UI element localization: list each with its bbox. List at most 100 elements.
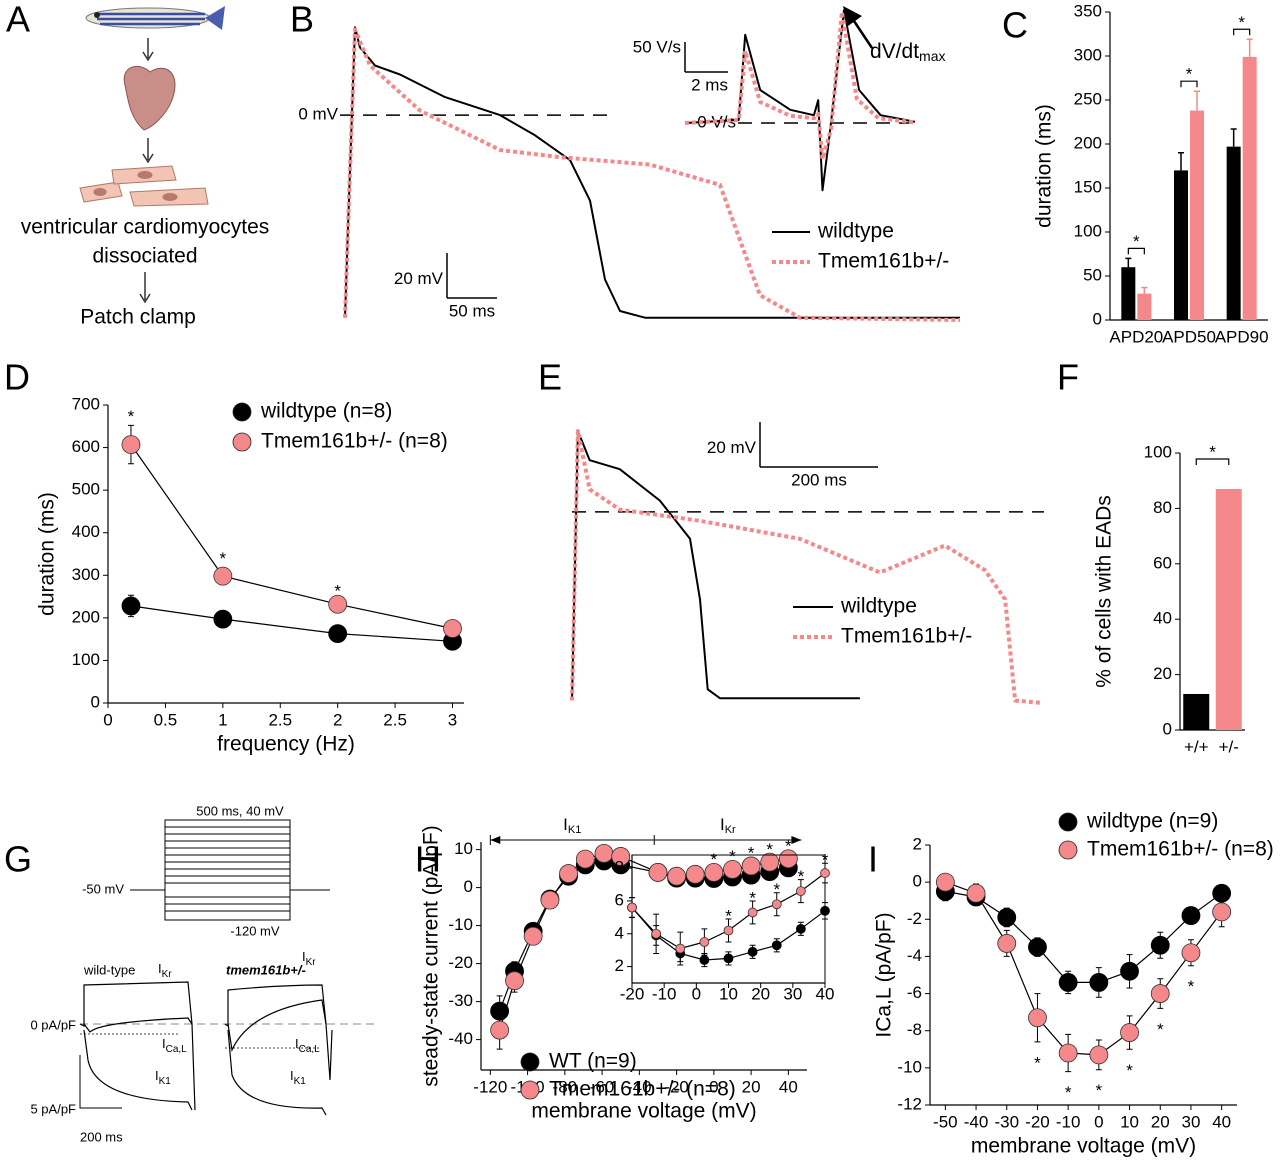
x-tick-label: APD20 [1109,327,1163,346]
trace-line [343,27,961,322]
scale-label: 200 ms [80,1129,123,1144]
data-point [1150,984,1170,1003]
data-point [699,937,710,947]
trace-label: tmem161b+/- [226,962,306,977]
region-label-sub: Kr [725,824,736,836]
panel-letter: F [1057,357,1079,398]
arrow [139,272,151,304]
data-point [723,925,734,936]
scale-label: 5 pA/pF [30,1101,76,1116]
x-tick-label: -20 [1025,1112,1050,1131]
x-axis-label: membrane voltage (mV) [971,1135,1196,1158]
data-point [213,609,233,629]
y-tick-label: 0 [1093,309,1102,328]
region-label-text: I [720,815,725,834]
legend-marker [232,402,252,422]
significance-label: * [1126,1061,1133,1080]
data-point [594,844,614,863]
data-point [795,923,806,934]
legend-marker [520,1052,540,1072]
y-tick-label: 0 [91,692,100,711]
x-tick-label: 2 [333,710,342,729]
region-label-text: I [563,815,568,834]
y-tick-label: -10 [897,1057,922,1076]
y-tick-label: 10 [454,839,473,858]
legend-label: WT (n=9) [549,1050,637,1073]
significance-bracket [1195,458,1230,466]
scale-label: 20 mV [707,438,757,457]
data-point [820,905,830,916]
y-tick-label: 20 [1153,664,1172,683]
y-tick-label: 100 [1144,442,1172,461]
data-point [699,955,710,965]
arrowhead [490,836,501,844]
arrow [142,138,154,164]
error-bar [1230,128,1237,147]
significance-label: * [1209,442,1216,461]
significance-bracket [1233,28,1251,36]
data-point [741,856,761,876]
y-tick-label: 600 [72,437,100,456]
x-tick-label: -40 [627,1077,652,1096]
significance-label: * [711,850,718,869]
significance-bracket [1180,80,1198,88]
data-point [213,566,233,586]
x-tick-label: 2.5 [268,710,292,729]
significance-label: * [1157,1020,1164,1039]
trace-line [684,10,916,161]
data-point [523,926,543,946]
data-point [667,866,686,886]
y-tick-label: 50 [1083,265,1102,284]
significance-label: * [128,407,135,426]
x-tick-label: -80 [553,1077,578,1096]
current-label: IK1 [290,1068,306,1086]
bar [1242,56,1257,320]
data-point [121,435,141,454]
data-point [997,908,1017,927]
y-tick-label: 400 [72,522,100,541]
y-tick-label: 40 [1153,609,1172,628]
scale-label: 50 V/s [633,37,681,56]
data-point [1212,902,1232,922]
y-tick-label: -6 [907,983,922,1002]
legend-marker [1058,812,1078,832]
y-axis-label: ICa,L (pA/pF) [873,912,896,1037]
data-point [648,863,668,882]
x-tick-label: 40 [1212,1112,1231,1131]
x-axis-label: membrane voltage (mV) [531,1100,756,1123]
significance-label: * [822,851,829,870]
data-point [328,624,348,644]
panel-letter: A [6,0,30,40]
data-point [1089,1045,1109,1065]
current-label: IK1 [155,1068,171,1086]
y-tick-label: 300 [1074,45,1102,64]
data-point [559,864,578,883]
x-tick-label: 2.5 [383,710,407,729]
x-tick-label: 0.5 [154,710,178,729]
y-tick-label: 2 [615,956,624,975]
data-point [1181,906,1201,925]
data-point [675,943,686,954]
error-bar [1246,38,1253,57]
x-tick-label: 0 [692,984,701,1003]
y-tick-label: -12 [897,1094,922,1113]
data-point [771,899,782,910]
x-tick-label: 0 [103,710,112,729]
data-point [1120,961,1139,981]
protocol-label: -120 mV [230,923,279,938]
data-point [1120,1023,1139,1042]
series-line [945,890,1223,983]
step-label: Patch clamp [80,306,196,329]
legend-label: Tmem161b+/- (n=8) [1087,838,1274,861]
zero-label: 0 pA/pF [30,1017,76,1032]
chart-panel: 2 4 6 8 -20 -10 0 10 20 30 40 * * * * * [615,851,835,1004]
data-point [328,594,348,614]
x-tick-label: 30 [1181,1112,1200,1131]
chart-panel: H -40 -30 -20 -10 0 10 steady-state current (pA… [415,815,807,1123]
scale-bar [79,1055,122,1109]
annotation-text: dV/dt [870,40,919,63]
x-tick-label: -30 [994,1112,1019,1131]
protocol-label: 500 ms, 40 mV [196,803,284,818]
x-tick-label: 40 [816,984,835,1003]
y-tick-label: 6 [615,890,624,909]
